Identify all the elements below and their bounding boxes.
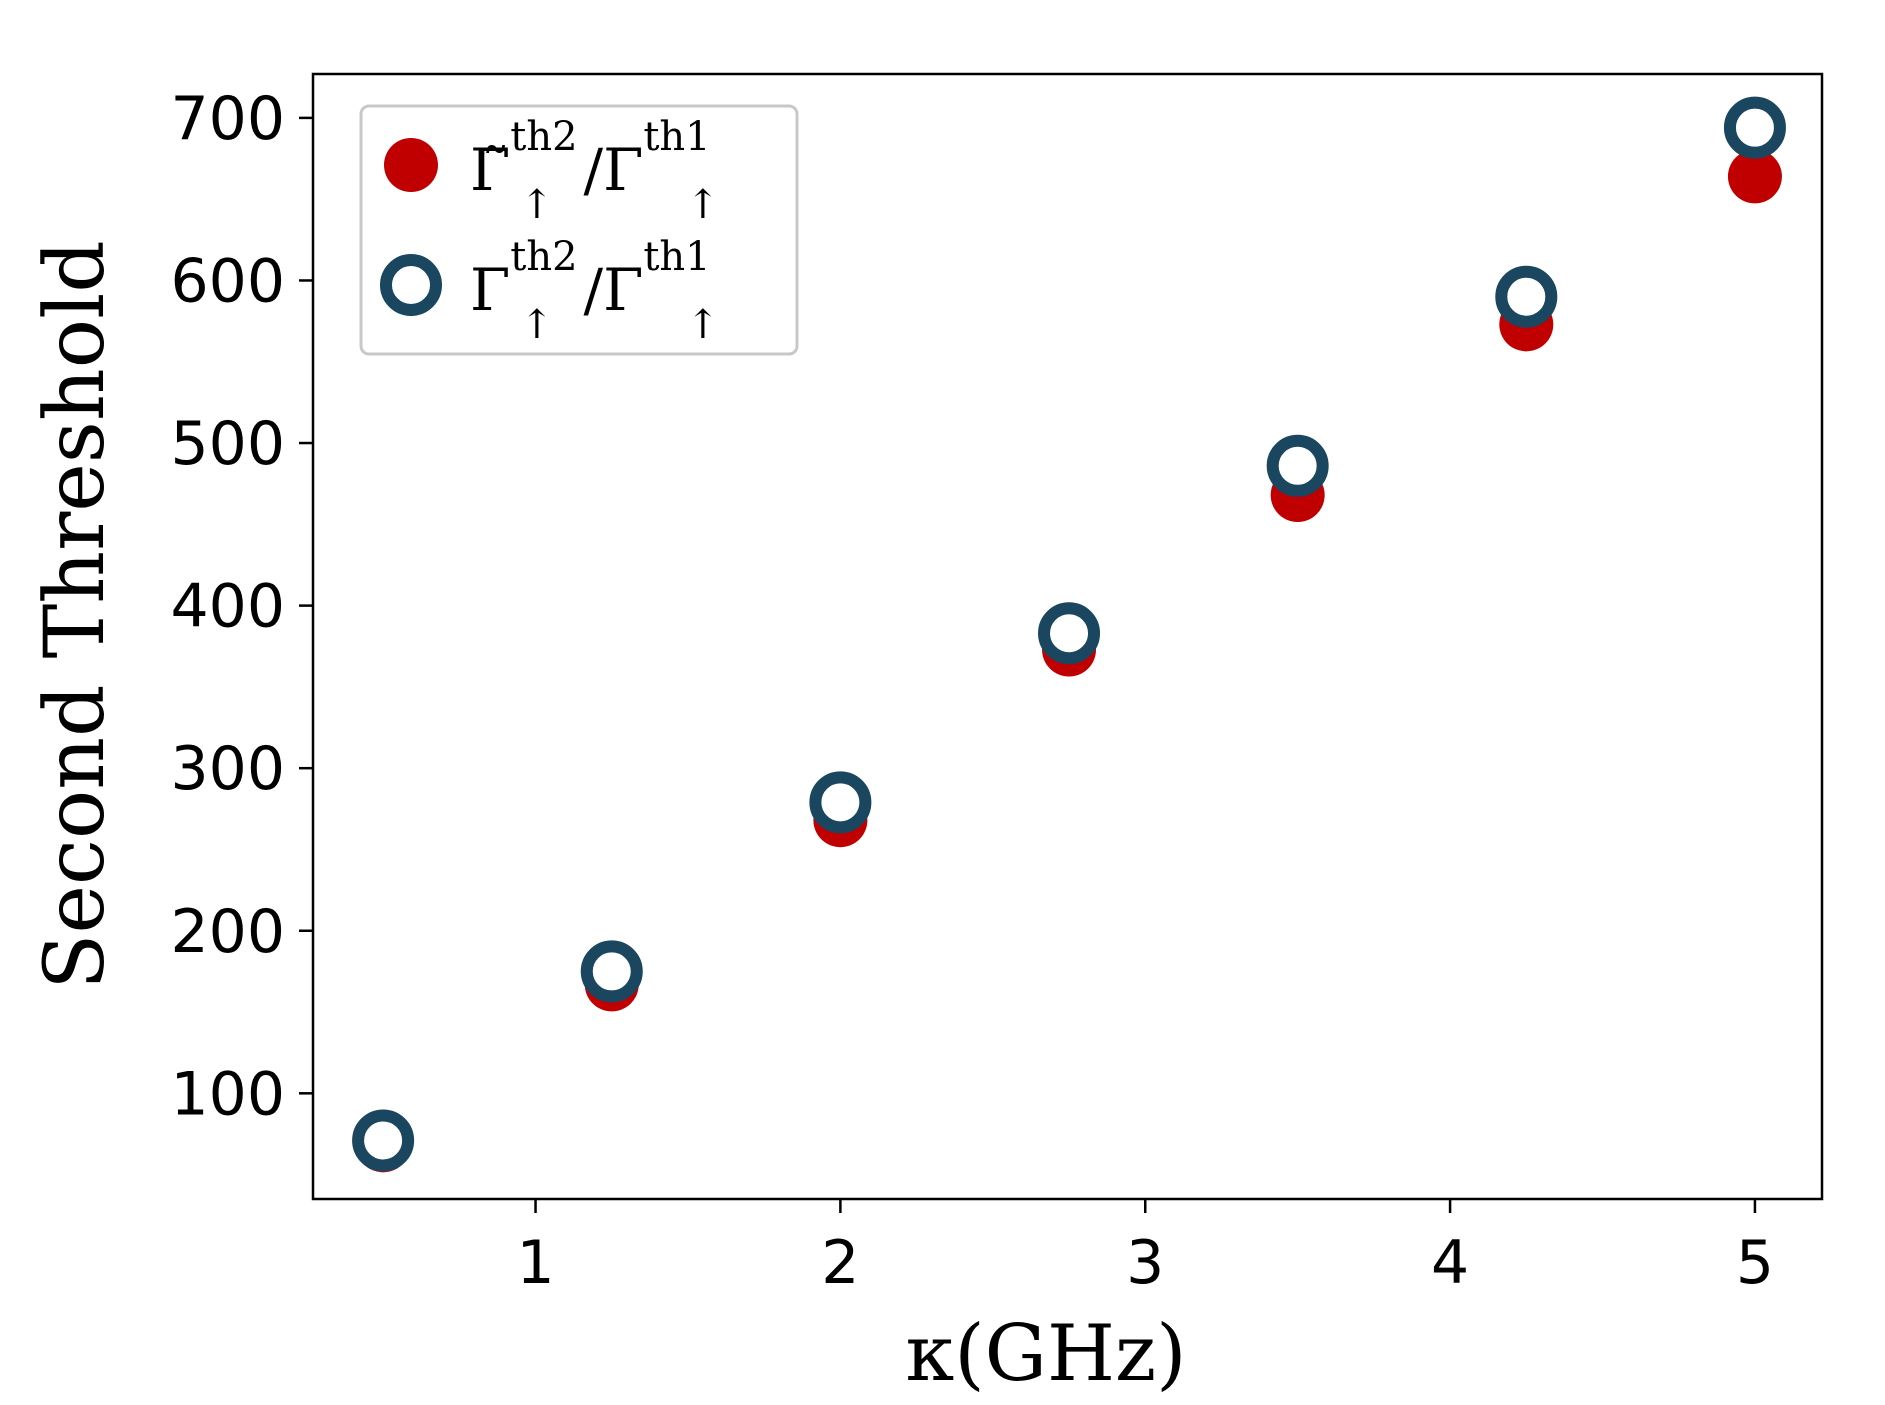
point-series2-5 (1495, 265, 1558, 328)
data-points (352, 96, 1786, 1173)
legend-2-sup2: th1 (643, 234, 710, 280)
legend-marker-filled (384, 138, 438, 192)
point-series2-1 (580, 940, 643, 1003)
axis-ticks: 1 2 3 4 5 100 200 300 400 500 600 700 (170, 84, 1774, 1298)
legend-marker-open (380, 254, 442, 316)
x-tick-label-2: 2 (821, 1228, 859, 1298)
legend-1-sub2: ↑ (686, 182, 720, 228)
legend-1-sup2: th1 (643, 114, 710, 160)
legend-label-2: Γth2/Γth1 (470, 234, 711, 324)
y-tick-label-400: 400 (170, 572, 285, 642)
legend-2-base: Γ (470, 256, 510, 324)
point-series2-0 (352, 1109, 415, 1172)
legend-label-1: Γ̃th2/Γth1 (470, 114, 711, 204)
y-tick-label-200: 200 (170, 897, 285, 967)
point-series2-6 (1723, 96, 1786, 159)
plot-frame (311, 72, 1824, 1201)
y-tick-label-300: 300 (170, 734, 285, 804)
legend-2-sub: ↑ (520, 302, 554, 348)
legend-1-sub: ↑ (520, 182, 554, 228)
legend-1-sup: th2 (510, 114, 577, 160)
point-series1-6 (1727, 149, 1782, 204)
legend-2-base2: Γ (603, 256, 643, 324)
legend-1-slash: / (584, 136, 604, 204)
legend-2-sup: th2 (510, 234, 577, 280)
point-series2-3 (1038, 602, 1101, 665)
x-tick-label-5: 5 (1736, 1228, 1774, 1298)
legend-1-base: Γ̃ (470, 136, 510, 204)
y-tick-label-600: 600 (170, 246, 285, 316)
y-tick-label-100: 100 (170, 1059, 285, 1129)
x-tick-label-4: 4 (1431, 1228, 1469, 1298)
y-tick-label-500: 500 (170, 409, 285, 479)
legend-2-slash: / (584, 256, 604, 324)
legend-1-base2: Γ (603, 136, 643, 204)
point-series2-4 (1266, 434, 1329, 497)
legend: Γ̃th2/Γth1 ↑ ↑ Γth2/Γth1 ↑ ↑ (359, 104, 799, 356)
x-tick-label-3: 3 (1126, 1228, 1164, 1298)
y-axis-title: Second Threshold (28, 240, 123, 990)
x-tick-label-1: 1 (516, 1228, 554, 1298)
x-axis-title: κ(GHz) (905, 1309, 1186, 1399)
legend-box (359, 104, 799, 356)
legend-2-sub2: ↑ (686, 302, 720, 348)
point-series2-2 (809, 771, 872, 834)
y-tick-label-700: 700 (170, 84, 285, 154)
